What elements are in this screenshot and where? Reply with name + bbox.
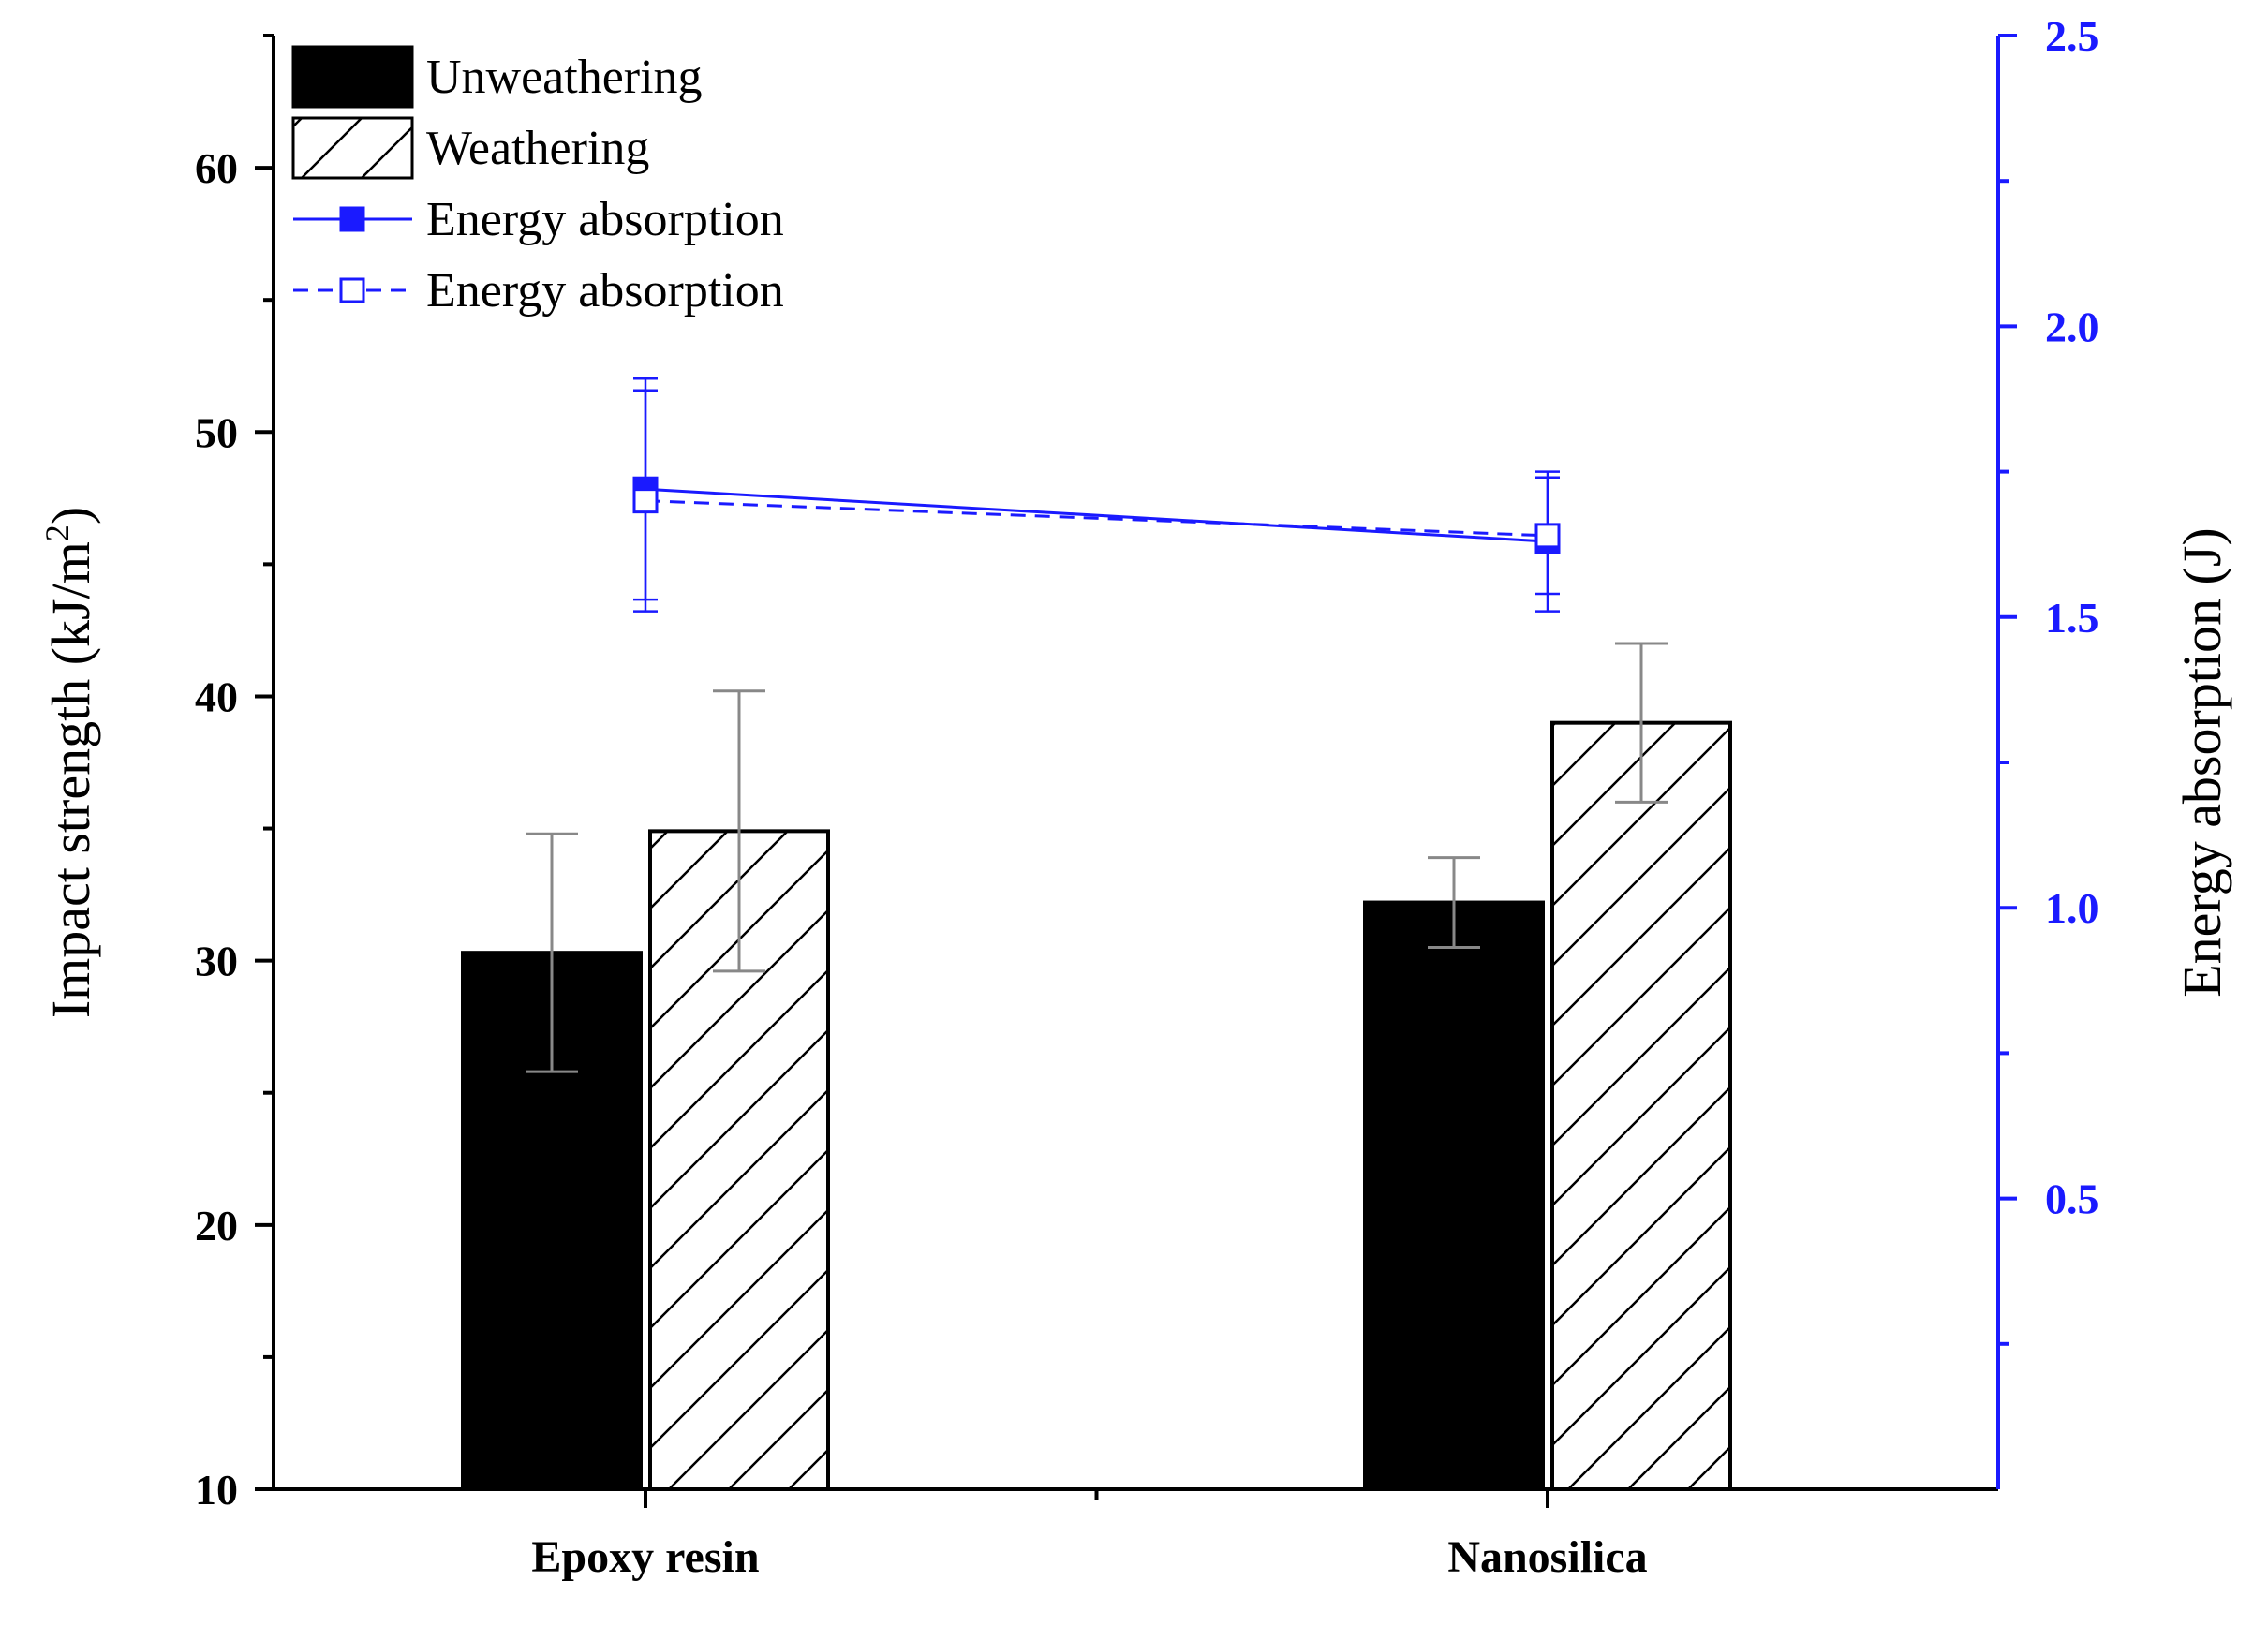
legend-label-3: Energy absorption	[426, 264, 784, 318]
legend-swatch-unweathering	[291, 45, 414, 109]
left-axis-title-main: Impact strength (kJ/m	[40, 541, 101, 1018]
left-tick-label: 10	[195, 1466, 238, 1514]
legend-label-1: Weathering	[426, 122, 649, 175]
legend-label-2: Energy absorption	[426, 193, 784, 246]
left-tick-label: 50	[195, 408, 238, 456]
bar-error-bar	[713, 689, 765, 973]
bar-error-bar	[1615, 642, 1668, 804]
plot-area: 10 20 30 40 50 60 0.5 1.0 1.5 2.0 2.5 Epoxy resin Na…	[38, 12, 2232, 1582]
left-tick-label: 20	[195, 1202, 238, 1249]
left-tick-label: 40	[195, 673, 238, 720]
left-tick-label: 60	[195, 144, 238, 192]
right-tick-label: 2.5	[2045, 12, 2099, 60]
legend-marker-filled	[339, 206, 365, 232]
bar-error-bar	[1428, 856, 1480, 950]
bar-error-bar	[526, 832, 578, 1073]
right-tick-label: 1.0	[2045, 884, 2099, 932]
left-tick-label: 30	[195, 938, 238, 985]
bar-unweathering-1	[1363, 900, 1545, 1491]
legend-label-0: Unweathering	[426, 51, 703, 104]
legend-marker-open	[339, 277, 365, 303]
energy-point-1-1	[1534, 523, 1561, 549]
left-axis-title: Impact strength (kJ/m2)	[38, 507, 101, 1018]
right-axis-title: Energy absorption (J)	[2172, 527, 2232, 998]
bar-weathering-1	[1550, 720, 1732, 1491]
energy-point-1-0	[632, 488, 659, 514]
right-tick-label: 2.0	[2045, 303, 2099, 350]
legend: Unweathering Weathering Energy absorption E…	[291, 45, 784, 318]
energy-line-0	[645, 487, 1549, 543]
right-tick-label: 0.5	[2045, 1175, 2099, 1223]
category-label: Epoxy resin	[531, 1532, 759, 1582]
left-axis-title-superscript: 2	[38, 525, 76, 541]
left-axis-title-close: )	[40, 507, 101, 525]
category-label: Nanosilica	[1447, 1532, 1647, 1582]
right-tick-label: 1.5	[2045, 594, 2099, 642]
energy-line-1	[645, 499, 1549, 538]
legend-swatch-weathering	[291, 116, 414, 180]
